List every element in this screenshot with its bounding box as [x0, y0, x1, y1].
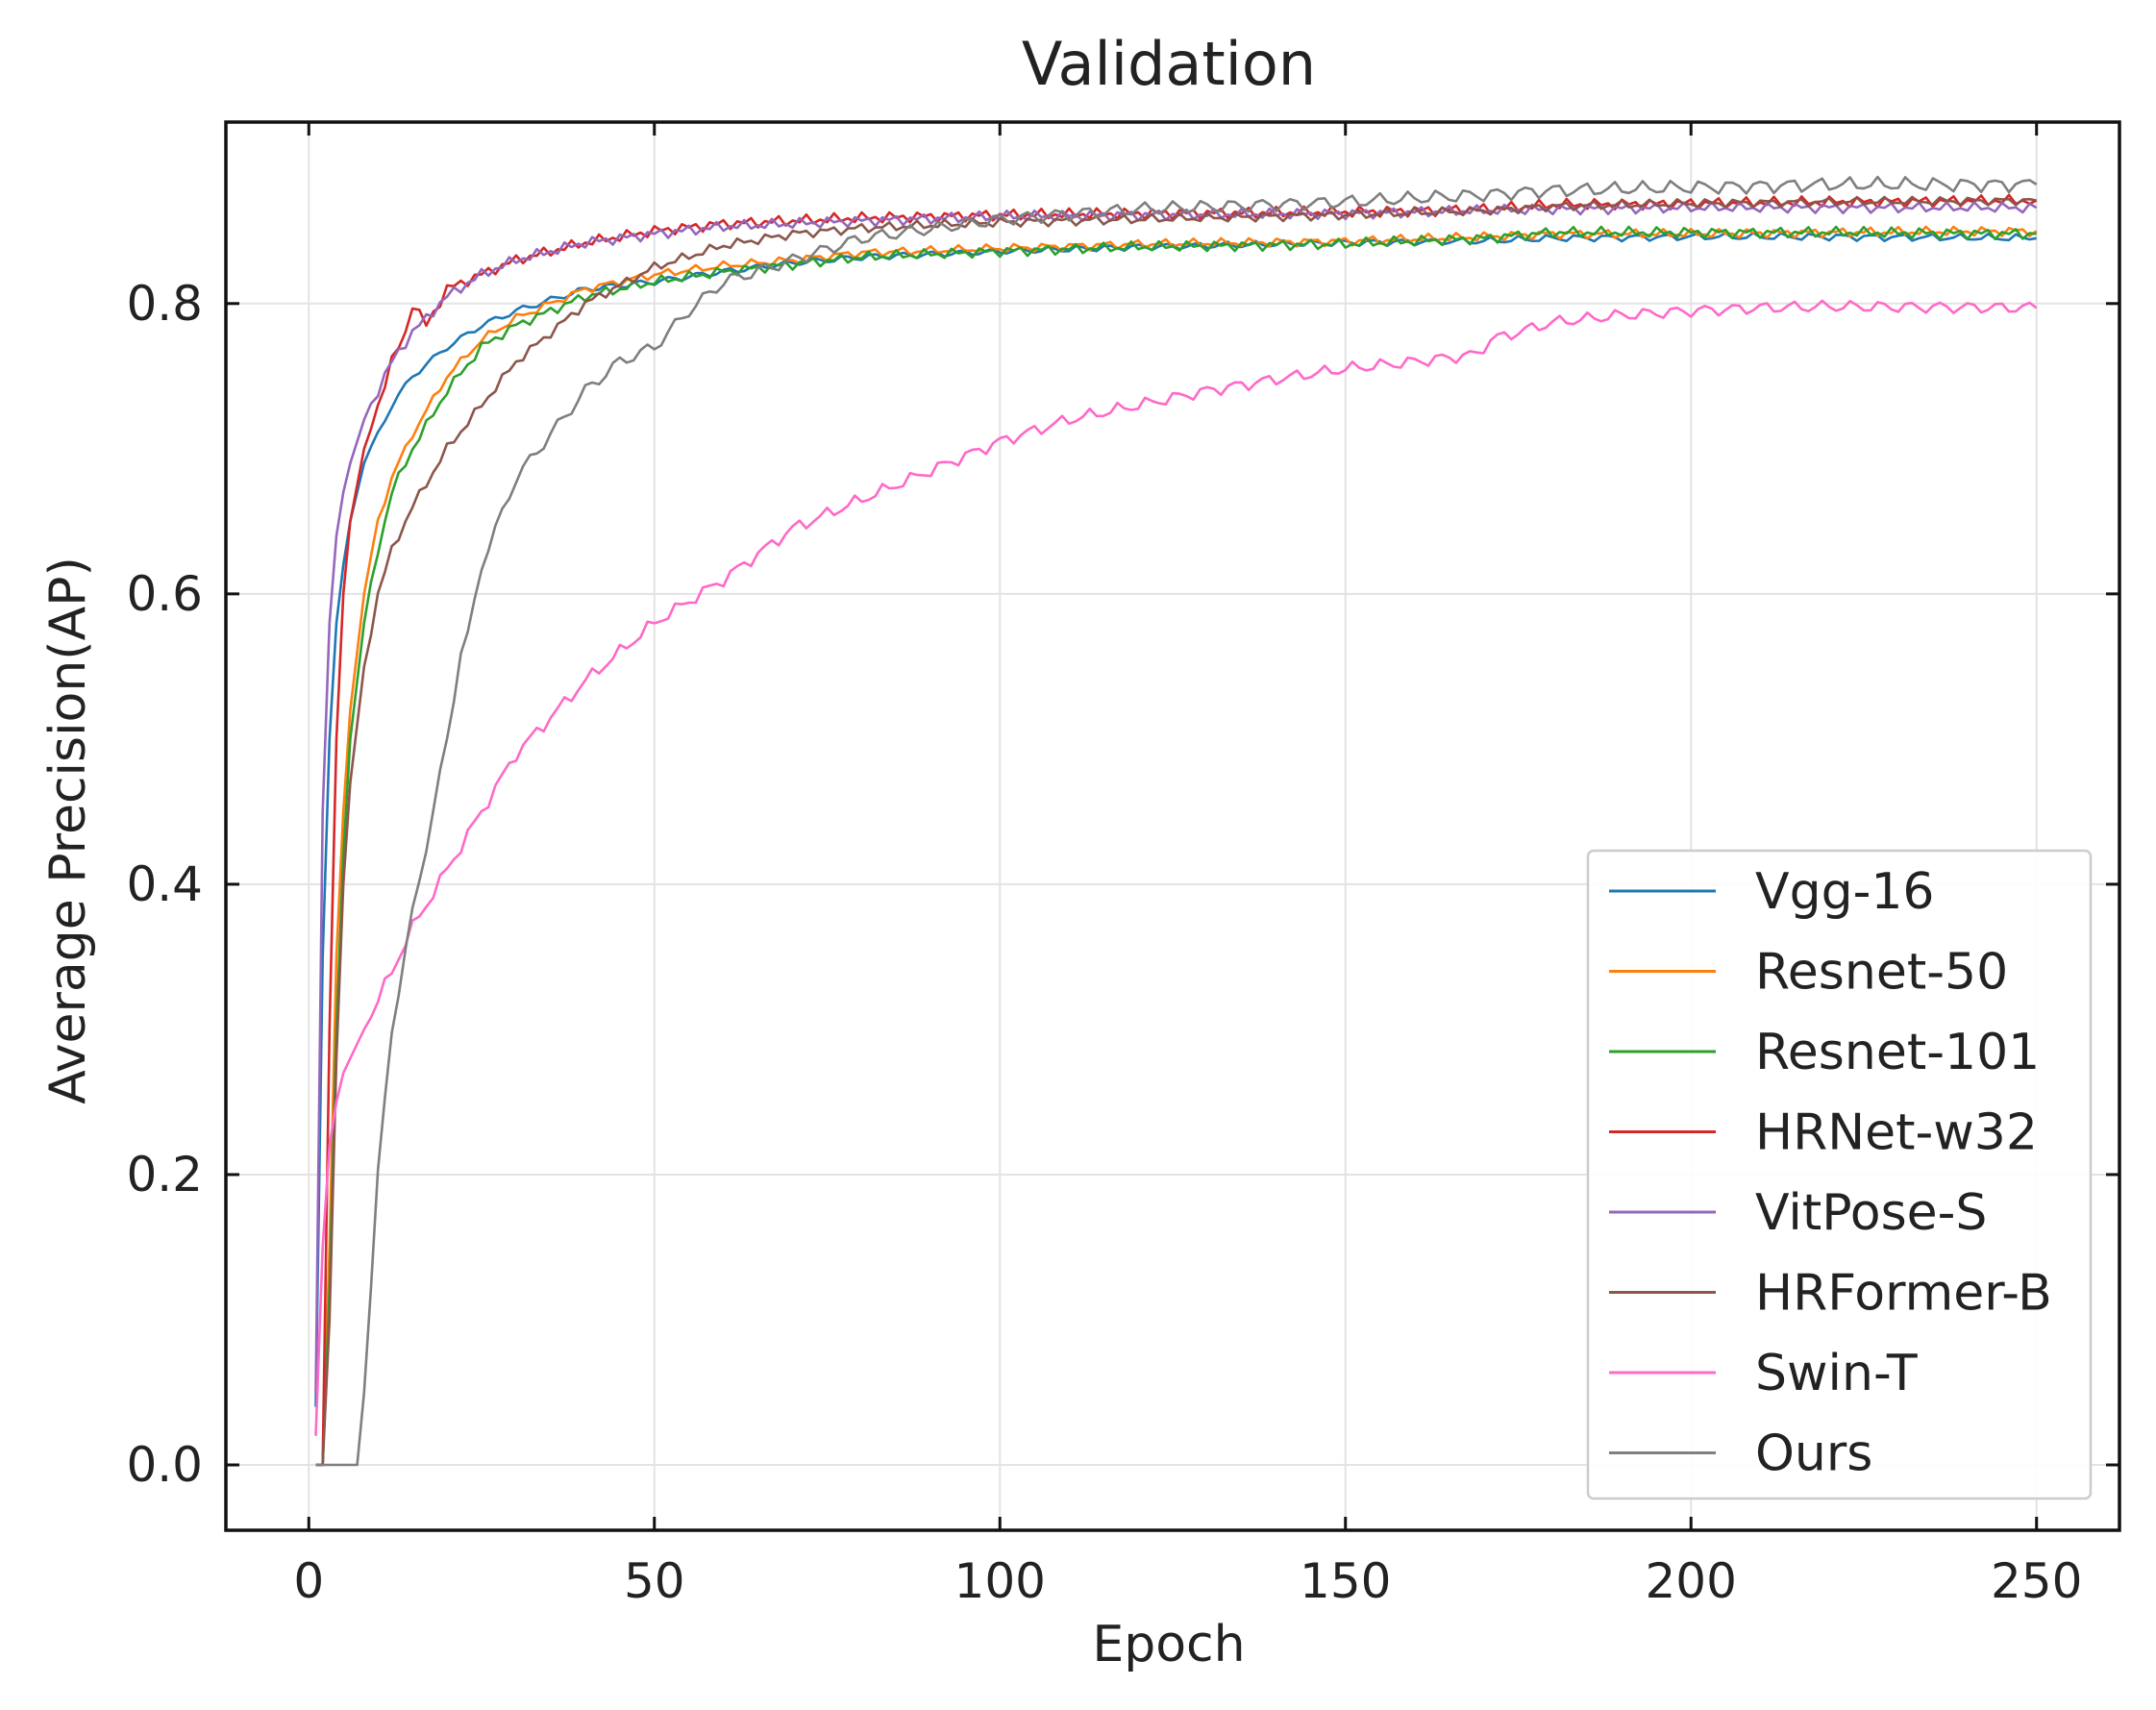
- y-axis-label: Average Precision(AP): [39, 557, 97, 1104]
- plot-frame: [224, 120, 2121, 1532]
- x-tick-label: 200: [1646, 1553, 1737, 1609]
- legend-label: Resnet-50: [1755, 944, 2008, 1002]
- y-tick-label: 0.0: [126, 1437, 203, 1493]
- legend-box: [1586, 849, 2093, 1500]
- y-tick-label: 0.4: [126, 856, 203, 912]
- legend-label: VitPose-S: [1755, 1184, 1987, 1242]
- y-tick-label: 0.8: [126, 276, 203, 332]
- x-axis-label: Epoch: [1092, 1616, 1245, 1673]
- legend-label: Vgg-16: [1755, 863, 1935, 921]
- y-tick-label: 0.6: [126, 566, 203, 622]
- x-tick-label: 250: [1991, 1553, 2082, 1609]
- series-line-resnet-101: [315, 225, 2037, 1467]
- series-line-ours: [315, 175, 2038, 1467]
- x-tick-label: 100: [954, 1553, 1046, 1609]
- x-tick-label: 50: [624, 1553, 685, 1609]
- series-lines: [314, 175, 2038, 1467]
- legend-label: HRFormer-B: [1755, 1265, 2052, 1323]
- axes: 0 50 100 150 200 250 0.0 0.2 0.4 0.6 0.8: [126, 120, 2121, 1609]
- series-line-vitpose-s: [314, 201, 2038, 1393]
- legend-label: Swin-T: [1755, 1345, 1918, 1402]
- legend-label: HRNet-w32: [1755, 1104, 2038, 1162]
- x-tick-label: 0: [293, 1553, 324, 1609]
- series-line-swin-t: [314, 299, 2038, 1436]
- legend-label: Resnet-101: [1755, 1024, 2040, 1081]
- series-line-hrformer-b: [315, 195, 2037, 1467]
- legend-label: Ours: [1755, 1425, 1872, 1483]
- legend: Vgg-16 Resnet-50 Resnet-101 HRNet-w32 VitPos…: [1586, 849, 2093, 1500]
- y-tick-label: 0.2: [126, 1147, 203, 1202]
- x-tick-label: 150: [1300, 1553, 1391, 1609]
- series-line-vgg-16: [314, 232, 2037, 1407]
- chart-title: Validation: [1022, 29, 1316, 99]
